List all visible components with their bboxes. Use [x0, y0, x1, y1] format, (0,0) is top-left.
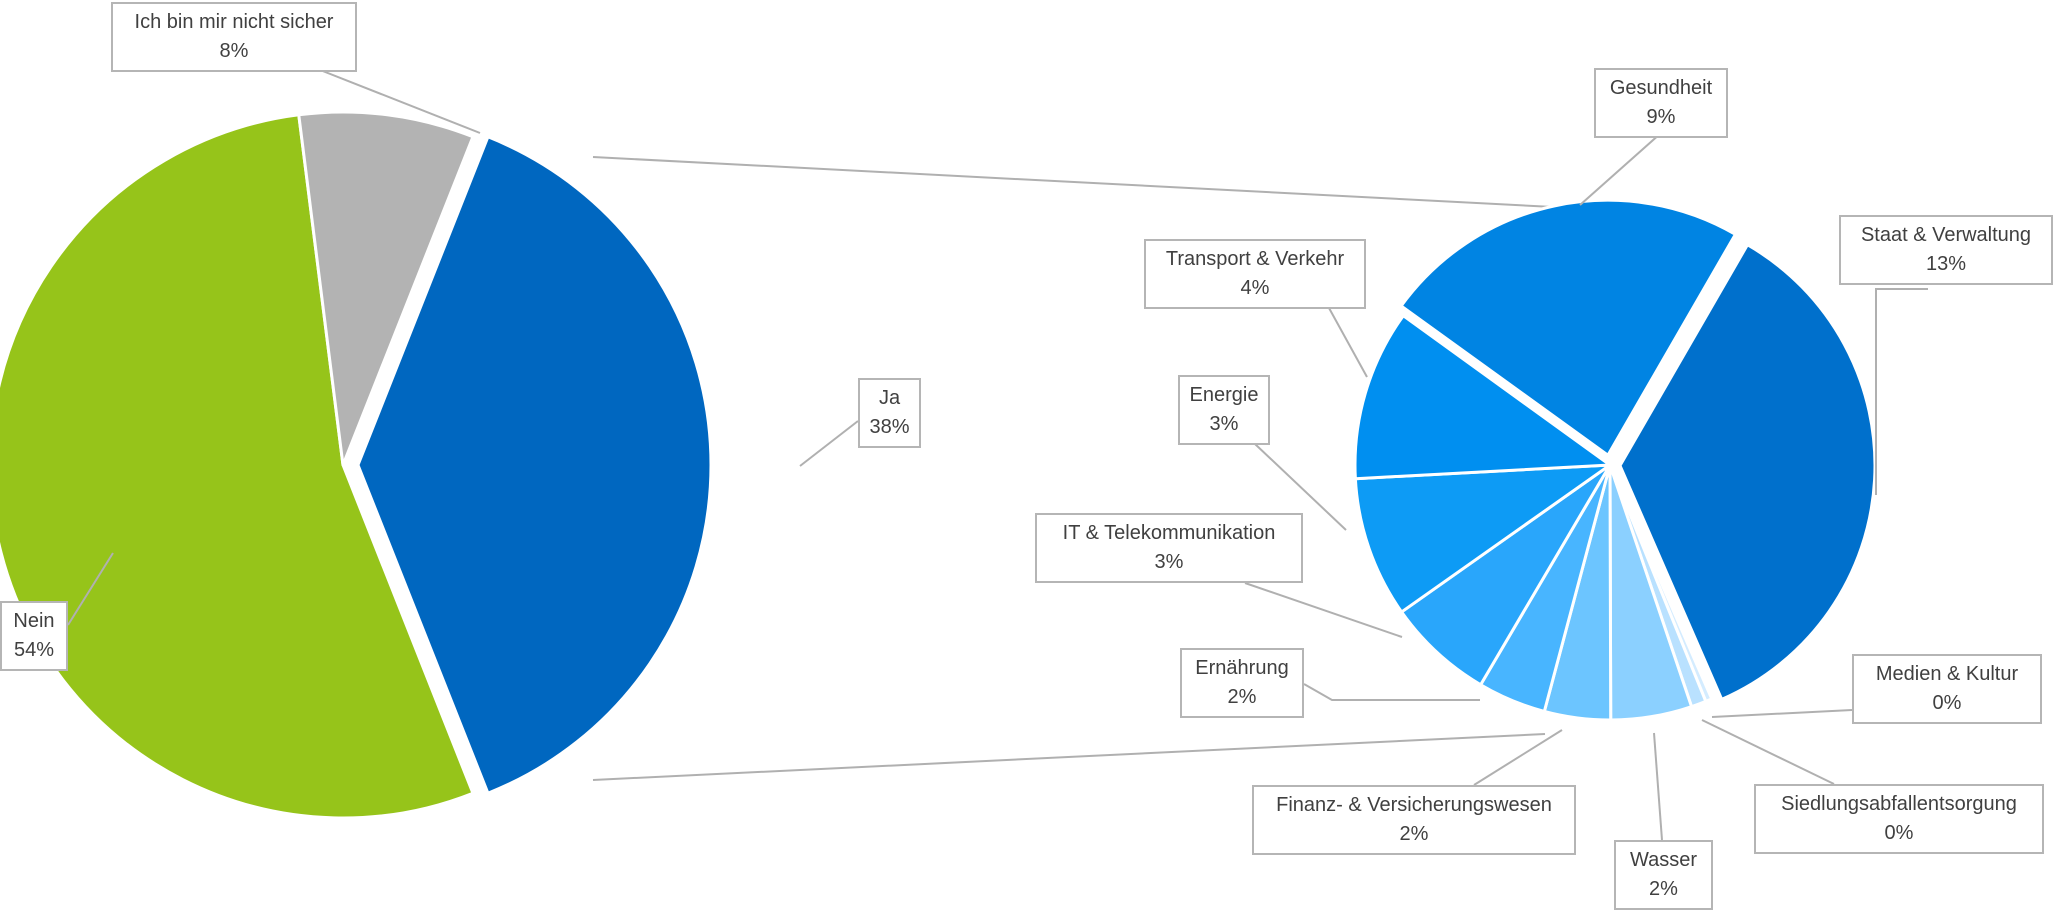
label-transport-und-verkehr: Transport & Verkehr 4% — [1144, 239, 1366, 309]
breakdown-pie — [1353, 198, 1877, 722]
pie-slice-ja — [356, 135, 713, 795]
leader-it-und-telekommunikation — [1244, 582, 1403, 638]
leader-ernaehrung — [1303, 683, 1480, 701]
label-wasser: Wasser 2% — [1614, 840, 1713, 910]
leader-nein — [67, 552, 114, 626]
leader-wasser — [1653, 732, 1663, 841]
leader-ich-bin-mir-nicht-sicher — [309, 65, 481, 134]
pie-slice-ich-bin-mir-nicht-sicher — [297, 110, 475, 467]
leader-medien-und-kultur — [1711, 709, 1853, 718]
leader-siedlungsabfallentsorgung — [1701, 719, 1835, 785]
connector-line-bottom — [592, 733, 1546, 781]
pie-slice-transport-und-verkehr — [1353, 314, 1612, 481]
label-medien-und-kultur: Medien & Kultur 0% — [1852, 654, 2042, 724]
pie-slice-staat-und-verwaltung — [1618, 243, 1877, 701]
connector-line-top — [592, 156, 1593, 210]
pie-slice-gesundheit — [1399, 198, 1737, 457]
leader-energie — [1254, 443, 1347, 531]
label-ich-bin-mir-nicht-sicher: Ich bin mir nicht sicher 8% — [111, 2, 357, 72]
leader-transport-und-verkehr — [1328, 307, 1368, 378]
pie-slice-it-und-telekommunikation — [1400, 463, 1612, 687]
label-siedlungsabfallentsorgung: Siedlungsabfallentsorgung 0% — [1754, 784, 2044, 854]
label-gesundheit: Gesundheit 9% — [1594, 68, 1728, 138]
pie-slice-nein — [0, 113, 475, 820]
label-energie: Energie 3% — [1178, 375, 1270, 445]
pie-slice-energie — [1353, 463, 1612, 614]
label-nein: Nein 54% — [0, 601, 68, 671]
label-ernaehrung: Ernährung 2% — [1180, 648, 1304, 718]
label-finanz-und-versicherungswesen: Finanz- & Versicherungswesen 2% — [1252, 785, 1576, 855]
leader-ja — [799, 420, 859, 467]
main-pie — [0, 110, 713, 820]
leader-lines — [67, 65, 1928, 841]
label-ja: Ja 38% — [858, 378, 921, 448]
leader-finanz-und-versicherungswesen — [1473, 729, 1563, 786]
label-it-und-telekommunikation: IT & Telekommunikation 3% — [1035, 513, 1303, 583]
connector-lines — [592, 156, 1593, 781]
leader-gesundheit — [1579, 132, 1662, 206]
label-staat-und-verwaltung: Staat & Verwaltung 13% — [1839, 215, 2053, 285]
leader-staat-und-verwaltung — [1875, 288, 1928, 495]
